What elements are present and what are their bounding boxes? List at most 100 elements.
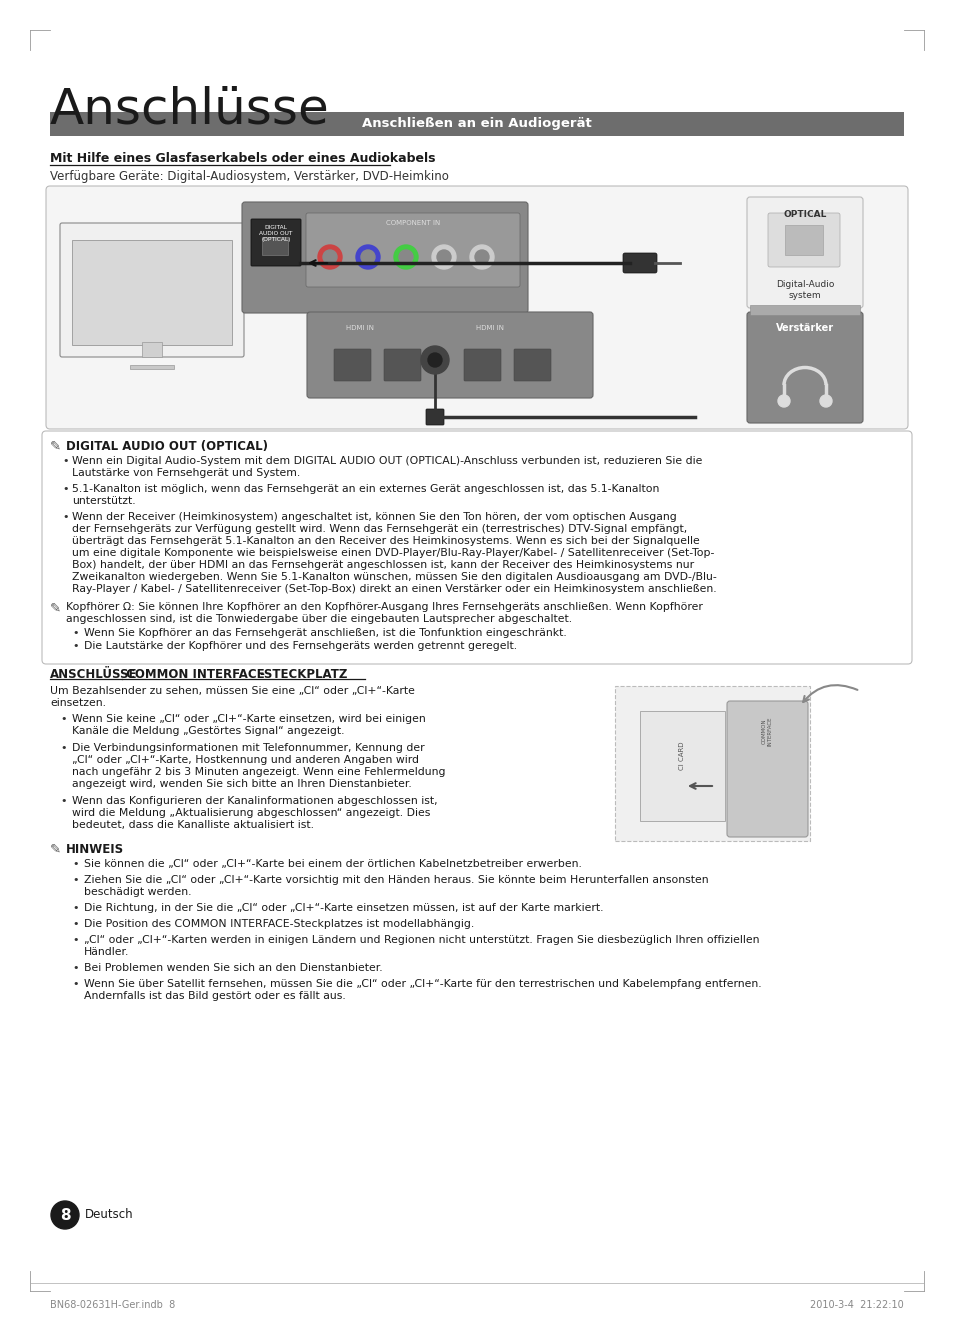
Text: ✎: ✎	[50, 440, 61, 453]
FancyBboxPatch shape	[384, 349, 420, 380]
Text: Anschließen an ein Audiogerät: Anschließen an ein Audiogerät	[362, 116, 591, 129]
Text: Die Richtung, in der Sie die „Cl“ oder „Cl+“-Karte einsetzen müssen, ist auf der: Die Richtung, in der Sie die „Cl“ oder „…	[84, 904, 603, 913]
Text: -STECKPLATZ: -STECKPLATZ	[258, 668, 347, 682]
Text: OPTICAL: OPTICAL	[782, 210, 826, 219]
Circle shape	[323, 250, 336, 264]
Text: bedeutet, dass die Kanalliste aktualisiert ist.: bedeutet, dass die Kanalliste aktualisie…	[71, 820, 314, 830]
Circle shape	[820, 395, 831, 407]
Text: •: •	[60, 797, 67, 806]
Circle shape	[778, 395, 789, 407]
Circle shape	[355, 244, 379, 269]
Text: beschädigt werden.: beschädigt werden.	[84, 886, 192, 897]
Text: Die Verbindungsinformationen mit Telefonnummer, Kennung der: Die Verbindungsinformationen mit Telefon…	[71, 742, 424, 753]
Text: Lautstärke von Fernsehgerät und System.: Lautstärke von Fernsehgerät und System.	[71, 468, 300, 478]
Text: •: •	[71, 979, 78, 989]
Text: angeschlossen sind, ist die Tonwiedergabe über die eingebauten Lautsprecher abge: angeschlossen sind, ist die Tonwiedergab…	[66, 614, 572, 624]
Text: •: •	[71, 641, 78, 651]
Text: Wenn Sie keine „Cl“ oder „Cl+“-Karte einsetzen, wird bei einigen: Wenn Sie keine „Cl“ oder „Cl+“-Karte ein…	[71, 713, 425, 724]
Text: Mit Hilfe eines Glasfaserkabels oder eines Audiokabels: Mit Hilfe eines Glasfaserkabels oder ein…	[50, 152, 435, 165]
FancyBboxPatch shape	[262, 236, 288, 255]
Text: •: •	[71, 935, 78, 945]
Text: angezeigt wird, wenden Sie sich bitte an Ihren Dienstanbieter.: angezeigt wird, wenden Sie sich bitte an…	[71, 779, 412, 789]
FancyBboxPatch shape	[251, 219, 301, 266]
Circle shape	[475, 250, 489, 264]
Text: Box) handelt, der über HDMI an das Fernsehgerät angeschlossen ist, kann der Rece: Box) handelt, der über HDMI an das Ferns…	[71, 560, 694, 569]
Circle shape	[420, 346, 449, 374]
Text: ANSCHLÜSSE: ANSCHLÜSSE	[50, 668, 137, 682]
Text: •: •	[71, 904, 78, 913]
Text: Die Lautstärke der Kopfhörer und des Fernsehgeräts werden getrennt geregelt.: Die Lautstärke der Kopfhörer und des Fer…	[84, 641, 517, 651]
FancyBboxPatch shape	[463, 349, 500, 380]
Circle shape	[394, 244, 417, 269]
Circle shape	[360, 250, 375, 264]
Text: Wenn Sie über Satellit fernsehen, müssen Sie die „Cl“ oder „Cl+“-Karte für den t: Wenn Sie über Satellit fernsehen, müssen…	[84, 979, 760, 989]
Text: 2010-3-4  21:22:10: 2010-3-4 21:22:10	[809, 1300, 903, 1310]
FancyBboxPatch shape	[767, 213, 840, 267]
Text: Ziehen Sie die „Cl“ oder „Cl+“-Karte vorsichtig mit den Händen heraus. Sie könnt: Ziehen Sie die „Cl“ oder „Cl+“-Karte vor…	[84, 875, 708, 885]
Text: •: •	[71, 919, 78, 929]
FancyBboxPatch shape	[514, 349, 551, 380]
FancyBboxPatch shape	[426, 410, 443, 425]
FancyBboxPatch shape	[784, 225, 822, 255]
FancyBboxPatch shape	[60, 223, 244, 357]
Text: einsetzen.: einsetzen.	[50, 697, 106, 708]
Circle shape	[398, 250, 413, 264]
Text: •: •	[71, 963, 78, 974]
Text: der Fernsehgeräts zur Verfügung gestellt wird. Wenn das Fernsehgerät ein (terres: der Fernsehgeräts zur Verfügung gestellt…	[71, 524, 686, 534]
Text: „Cl“ oder „Cl+“-Karte, Hostkennung und anderen Angaben wird: „Cl“ oder „Cl+“-Karte, Hostkennung und a…	[71, 756, 418, 765]
FancyBboxPatch shape	[50, 112, 903, 136]
FancyBboxPatch shape	[242, 202, 527, 313]
Circle shape	[432, 244, 456, 269]
Text: Verfügbare Geräte: Digital-Audiosystem, Verstärker, DVD-Heimkino: Verfügbare Geräte: Digital-Audiosystem, …	[50, 170, 449, 184]
Text: •: •	[60, 742, 67, 753]
Text: •: •	[60, 713, 67, 724]
FancyBboxPatch shape	[749, 305, 859, 314]
FancyBboxPatch shape	[46, 186, 907, 429]
Circle shape	[436, 250, 451, 264]
Text: um eine digitale Komponente wie beispielsweise einen DVD-Player/Blu-Ray-Player/K: um eine digitale Komponente wie beispiel…	[71, 548, 714, 557]
Text: COMPONENT IN: COMPONENT IN	[385, 221, 439, 226]
FancyBboxPatch shape	[130, 365, 173, 369]
Text: •: •	[62, 483, 69, 494]
FancyBboxPatch shape	[622, 254, 657, 273]
Circle shape	[470, 244, 494, 269]
Text: ✎: ✎	[50, 602, 61, 616]
Text: •: •	[71, 859, 78, 869]
Text: COMMON
INTERFACE: COMMON INTERFACE	[760, 716, 772, 745]
Text: Verstärker: Verstärker	[775, 324, 833, 333]
Text: Kanäle die Meldung „Gestörtes Signal“ angezeigt.: Kanäle die Meldung „Gestörtes Signal“ an…	[71, 727, 344, 736]
Text: unterstützt.: unterstützt.	[71, 495, 135, 506]
Text: überträgt das Fernsehgerät 5.1-Kanalton an den Receiver des Heimkinosystems. Wen: überträgt das Fernsehgerät 5.1-Kanalton …	[71, 536, 699, 546]
FancyBboxPatch shape	[334, 349, 371, 380]
Text: ✎: ✎	[50, 843, 61, 856]
Text: 5.1-Kanalton ist möglich, wenn das Fernsehgerät an ein externes Gerät angeschlos: 5.1-Kanalton ist möglich, wenn das Ferns…	[71, 483, 659, 494]
Text: •: •	[71, 875, 78, 885]
Text: Kopfhörer Ω: Sie können Ihre Kopfhörer an den Kopfhörer-Ausgang Ihres Fernsehger: Kopfhörer Ω: Sie können Ihre Kopfhörer a…	[66, 602, 702, 612]
Text: Wenn ein Digital Audio-System mit dem DIGITAL AUDIO OUT (OPTICAL)-Anschluss verb: Wenn ein Digital Audio-System mit dem DI…	[71, 456, 701, 466]
Text: COMMON INTERFACE: COMMON INTERFACE	[122, 668, 264, 682]
Text: Deutsch: Deutsch	[85, 1209, 133, 1222]
FancyBboxPatch shape	[746, 312, 862, 423]
Text: Zweikanalton wiedergeben. Wenn Sie 5.1-Kanalton wünschen, müssen Sie den digital: Zweikanalton wiedergeben. Wenn Sie 5.1-K…	[71, 572, 716, 583]
Text: 8: 8	[60, 1207, 71, 1222]
Text: Wenn Sie Kopfhörer an das Fernsehgerät anschließen, ist die Tonfunktion eingesch: Wenn Sie Kopfhörer an das Fernsehgerät a…	[84, 627, 566, 638]
Text: CI CARD: CI CARD	[679, 741, 684, 770]
FancyBboxPatch shape	[71, 240, 232, 345]
Text: Ray-Player / Kabel- / Satellitenreceiver (Set-Top-Box) direkt an einen Verstärke: Ray-Player / Kabel- / Satellitenreceiver…	[71, 584, 716, 594]
FancyBboxPatch shape	[306, 213, 519, 287]
Text: Andernfalls ist das Bild gestört oder es fällt aus.: Andernfalls ist das Bild gestört oder es…	[84, 991, 345, 1001]
FancyBboxPatch shape	[639, 711, 724, 820]
Text: Wenn der Receiver (Heimkinosystem) angeschaltet ist, können Sie den Ton hören, d: Wenn der Receiver (Heimkinosystem) anges…	[71, 513, 676, 522]
FancyBboxPatch shape	[615, 686, 809, 841]
Text: Händler.: Händler.	[84, 947, 130, 956]
Text: Sie können die „Cl“ oder „Cl+“-Karte bei einem der örtlichen Kabelnetzbetreiber : Sie können die „Cl“ oder „Cl+“-Karte bei…	[84, 859, 581, 869]
FancyBboxPatch shape	[746, 197, 862, 308]
Text: Bei Problemen wenden Sie sich an den Dienstanbieter.: Bei Problemen wenden Sie sich an den Die…	[84, 963, 382, 974]
Circle shape	[51, 1201, 79, 1229]
Circle shape	[317, 244, 341, 269]
Text: Die Position des COMMON INTERFACE-Steckplatzes ist modellabhängig.: Die Position des COMMON INTERFACE-Steckp…	[84, 919, 474, 929]
Text: HDMI IN: HDMI IN	[346, 325, 374, 332]
Text: DIGITAL AUDIO OUT (OPTICAL): DIGITAL AUDIO OUT (OPTICAL)	[66, 440, 268, 453]
Text: •: •	[71, 627, 78, 638]
Text: •: •	[62, 513, 69, 522]
